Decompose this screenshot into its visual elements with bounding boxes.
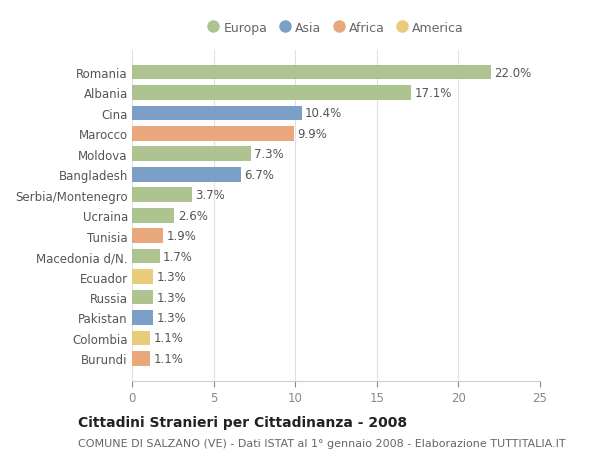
- Bar: [132, 188, 193, 203]
- Text: 1.3%: 1.3%: [157, 270, 186, 284]
- Bar: [132, 168, 241, 182]
- Bar: [132, 147, 251, 162]
- Text: Cittadini Stranieri per Cittadinanza - 2008: Cittadini Stranieri per Cittadinanza - 2…: [78, 415, 407, 429]
- Text: 6.7%: 6.7%: [245, 168, 274, 181]
- Text: 7.3%: 7.3%: [254, 148, 284, 161]
- Bar: [132, 249, 160, 264]
- Bar: [132, 269, 153, 284]
- Bar: [132, 66, 491, 80]
- Text: 1.1%: 1.1%: [153, 352, 183, 365]
- Text: 1.3%: 1.3%: [157, 291, 186, 304]
- Bar: [132, 106, 302, 121]
- Bar: [132, 290, 153, 305]
- Text: 22.0%: 22.0%: [494, 67, 532, 79]
- Bar: [132, 331, 150, 346]
- Bar: [132, 310, 153, 325]
- Bar: [132, 229, 163, 243]
- Text: 17.1%: 17.1%: [415, 87, 452, 100]
- Text: 1.9%: 1.9%: [166, 230, 196, 243]
- Bar: [132, 86, 411, 101]
- Text: 9.9%: 9.9%: [297, 128, 327, 140]
- Text: COMUNE DI SALZANO (VE) - Dati ISTAT al 1° gennaio 2008 - Elaborazione TUTTITALIA: COMUNE DI SALZANO (VE) - Dati ISTAT al 1…: [78, 438, 566, 448]
- Text: 1.7%: 1.7%: [163, 250, 193, 263]
- Text: 10.4%: 10.4%: [305, 107, 342, 120]
- Text: 2.6%: 2.6%: [178, 209, 208, 222]
- Bar: [132, 127, 293, 141]
- Bar: [132, 351, 150, 366]
- Text: 1.3%: 1.3%: [157, 311, 186, 324]
- Legend: Europa, Asia, Africa, America: Europa, Asia, Africa, America: [203, 17, 469, 40]
- Text: 1.1%: 1.1%: [153, 332, 183, 345]
- Bar: [132, 208, 175, 223]
- Text: 3.7%: 3.7%: [196, 189, 226, 202]
